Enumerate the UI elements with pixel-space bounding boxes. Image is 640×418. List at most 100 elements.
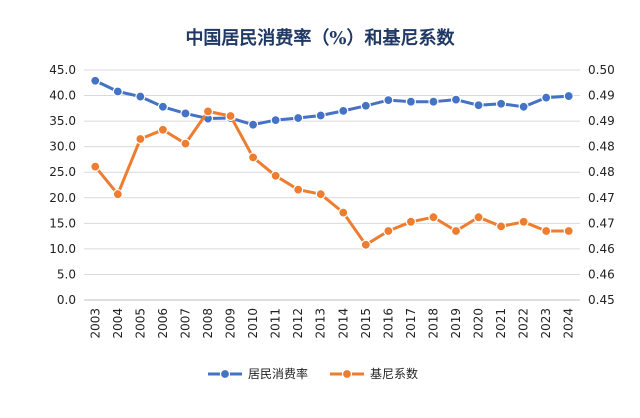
data-point [473,212,484,223]
data-point [180,138,191,149]
data-point [157,101,169,112]
right-tick-label: 0.47 [588,216,615,230]
x-tick-label: 2016 [381,308,395,339]
x-tick-label: 2022 [517,308,531,339]
data-point [563,90,574,102]
x-tick-label: 2020 [472,308,486,339]
data-point [293,112,304,124]
data-point [247,119,259,130]
left-tick-label: 30.0 [49,140,76,154]
left-tick-label: 35.0 [49,114,76,128]
x-tick-label: 2024 [562,308,576,339]
series-group [90,75,574,250]
data-point [383,95,394,106]
data-point [247,152,259,163]
left-tick-label: 10.0 [49,242,76,256]
x-tick-label: 2013 [314,308,328,339]
legend-item: 居民消费率 [208,366,308,381]
data-point [360,239,371,250]
right-tick-label: 0.50 [588,63,615,77]
data-point [405,96,417,107]
x-tick-label: 2018 [426,308,440,339]
data-point [112,86,123,97]
data-point [90,161,101,172]
data-point [338,207,349,218]
x-tick-label: 2005 [133,308,147,339]
data-point [135,133,146,145]
series-line [93,79,571,127]
data-point [315,189,326,200]
data-point [90,75,101,86]
left-tick-label: 15.0 [49,216,76,230]
x-tick-label: 2007 [178,308,192,339]
right-tick-label: 0.47 [588,191,615,205]
x-tick-label: 2008 [201,308,215,339]
x-tick-label: 2009 [224,308,238,339]
legend-swatch-marker [219,368,231,380]
series-line [93,109,571,247]
x-tick-label: 2006 [156,308,170,339]
x-tick-label: 2003 [88,308,102,339]
left-tick-label: 25.0 [49,165,76,179]
data-point [405,216,417,227]
data-point [360,100,371,111]
data-point [157,124,169,135]
x-tick-label: 2023 [539,308,553,339]
x-axis: 2003 2004 2005 2006 2007 2008 2009 2010 2011 2012… [84,299,580,339]
x-tick-label: 2011 [269,308,283,339]
data-point [293,184,304,195]
data-point [495,221,507,232]
x-tick-label: 2015 [359,308,373,339]
left-y-axis: 0.0 5.0 10.0 15.0 20.0 25.0 30.0 35.0 40.0 45.0 [49,63,76,307]
x-tick-label: 2010 [246,308,260,339]
legend-item: 基尼系数 [330,366,418,381]
data-point [270,114,281,126]
data-point [270,170,281,181]
legend-label: 居民消费率 [248,366,308,381]
data-point [202,106,214,117]
data-point [135,91,146,102]
right-tick-label: 0.46 [588,267,615,281]
data-point [315,110,326,121]
right-tick-label: 0.48 [588,165,615,179]
x-tick-label: 2012 [291,308,305,339]
data-point [383,225,394,237]
data-point [180,108,191,119]
data-point [450,94,462,105]
data-point [518,216,529,227]
data-point [112,189,123,200]
left-tick-label: 40.0 [49,89,76,103]
legend-label: 基尼系数 [370,366,418,381]
x-tick-label: 2014 [336,308,350,339]
data-point [428,212,439,223]
left-tick-label: 20.0 [49,191,76,205]
right-tick-label: 0.49 [588,89,615,103]
chart-title: 中国居民消费率（%）和基尼系数 [185,27,455,49]
right-y-axis: 0.45 0.46 0.46 0.47 0.47 0.48 0.48 0.49 0.49 0.50 [588,63,615,307]
x-tick-label: 2017 [404,308,418,339]
x-tick-label: 2019 [449,308,463,339]
right-tick-label: 0.49 [588,114,615,128]
data-point [450,225,462,237]
right-tick-label: 0.45 [588,293,615,307]
right-tick-label: 0.48 [588,140,615,154]
left-tick-label: 0.0 [57,293,76,307]
series-1 [90,75,574,130]
data-point [541,92,552,103]
x-tick-label: 2004 [111,308,125,339]
left-tick-label: 45.0 [49,63,76,77]
data-point [541,225,552,237]
gridlines [84,69,580,301]
data-point [495,98,507,109]
series-2 [90,106,574,250]
right-tick-label: 0.46 [588,242,615,256]
data-point [473,100,484,111]
x-tick-label: 2021 [494,308,508,339]
data-point [428,96,439,107]
legend: 居民消费率 基尼系数 [208,366,418,381]
data-point [225,110,236,122]
legend-swatch-marker [341,368,353,380]
